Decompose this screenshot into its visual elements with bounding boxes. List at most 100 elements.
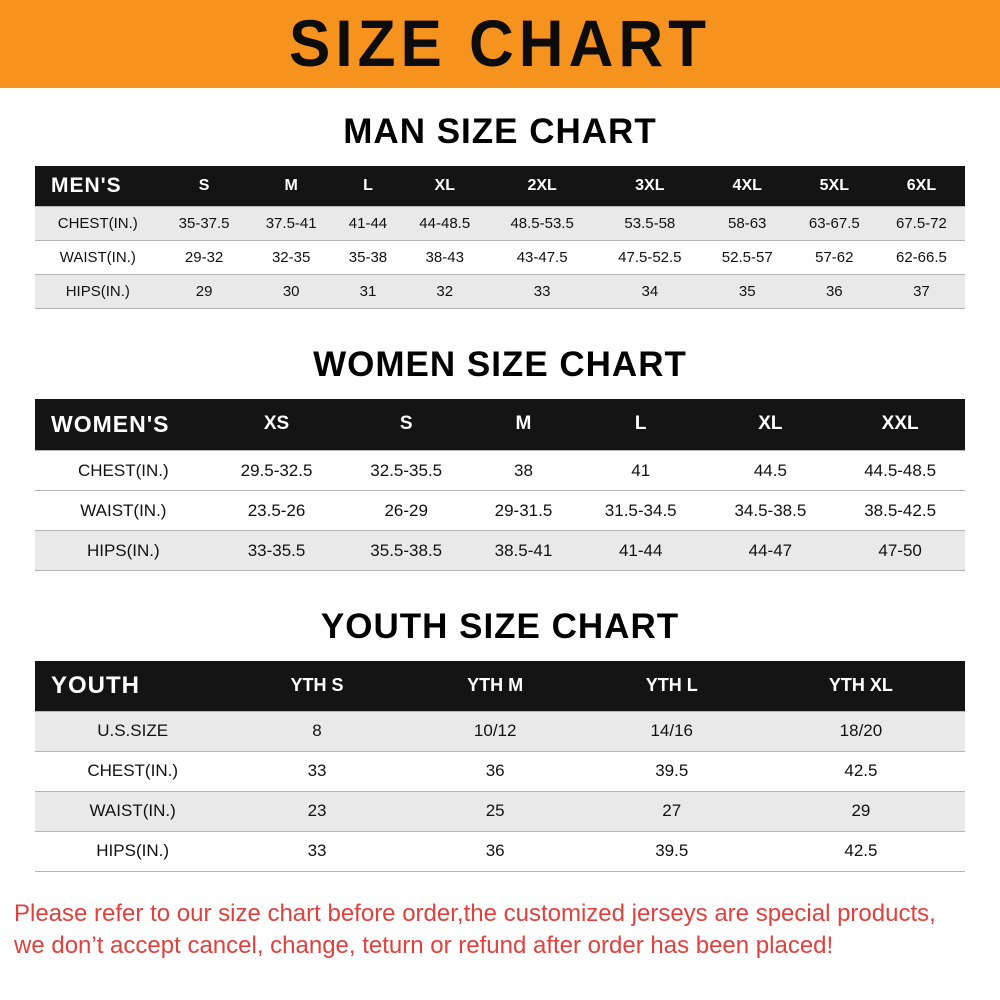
column-header: 5XL: [790, 166, 878, 206]
size-value: 38-43: [401, 239, 489, 274]
size-value: 35.5-38.5: [341, 530, 472, 571]
size-value: 58-63: [703, 205, 791, 240]
column-header: XL: [401, 166, 489, 206]
size-value: 39.5: [586, 750, 757, 791]
youth-section-heading: YOUTH SIZE CHART: [320, 607, 680, 646]
size-value: 42.5: [756, 750, 965, 791]
size-value: 57-62: [790, 239, 878, 274]
size-value: 39.5: [586, 830, 757, 871]
size-value: 44-48.5: [401, 205, 489, 240]
size-value: 38.5-41: [471, 530, 576, 571]
column-header: 3XL: [595, 166, 704, 206]
column-header: L: [575, 398, 706, 451]
row-label: CHEST(IN.): [35, 450, 212, 491]
column-header: YTH M: [403, 661, 587, 711]
column-header: XS: [211, 398, 342, 451]
men-header-row: MEN'S S M L XL 2XL 3XL 4XL 5XL 6XL: [35, 166, 965, 206]
column-header: YTH S: [230, 661, 404, 711]
size-value: 42.5: [756, 830, 965, 871]
table-row: U.S.SIZE 8 10/12 14/16 18/20: [35, 710, 965, 751]
size-value: 44.5: [705, 450, 836, 491]
men-corner-label: MEN'S: [35, 166, 161, 206]
size-value: 14/16: [586, 710, 757, 751]
size-value: 29: [160, 273, 248, 308]
size-value: 33: [230, 750, 404, 791]
size-value: 47-50: [835, 530, 965, 571]
size-value: 33: [488, 273, 596, 308]
title-banner: SIZE CHART: [0, 0, 1000, 88]
table-row: CHEST(IN.) 29.5-32.5 32.5-35.5 38 41 44.…: [35, 450, 965, 491]
size-value: 27: [586, 790, 757, 831]
table-row: WAIST(IN.) 23.5-26 26-29 29-31.5 31.5-34…: [35, 490, 965, 531]
row-label: HIPS(IN.): [35, 530, 212, 571]
size-value: 41-44: [575, 530, 706, 571]
youth-header-row: YOUTH YTH S YTH M YTH L YTH XL: [35, 661, 965, 711]
size-value: 52.5-57: [703, 239, 791, 274]
size-value: 63-67.5: [790, 205, 878, 240]
size-value: 38: [471, 450, 576, 491]
column-header: S: [341, 398, 472, 451]
row-label: CHEST(IN.): [35, 205, 161, 240]
women-header-row: WOMEN'S XS S M L XL XXL: [35, 398, 965, 451]
size-value: 33-35.5: [211, 530, 342, 571]
size-value: 36: [403, 750, 587, 791]
size-value: 67.5-72: [877, 205, 965, 240]
table-row: HIPS(IN.) 33 36 39.5 42.5: [35, 830, 965, 871]
women-size-table: WOMEN'S XS S M L XL XXL CHEST(IN.) 29.5-…: [35, 398, 965, 571]
size-value: 10/12: [403, 710, 587, 751]
size-value: 26-29: [341, 490, 472, 531]
size-value: 30: [247, 273, 335, 308]
column-header: 2XL: [488, 166, 596, 206]
column-header: 4XL: [703, 166, 791, 206]
size-value: 29-32: [160, 239, 248, 274]
size-value: 35-38: [334, 239, 402, 274]
size-value: 37: [877, 273, 965, 308]
size-value: 32.5-35.5: [341, 450, 472, 491]
size-value: 33: [230, 830, 404, 871]
size-value: 29: [756, 790, 965, 831]
men-section-heading: MAN SIZE CHART: [343, 112, 657, 151]
youth-size-section: YOUTH SIZE CHART YOUTH YTH S YTH M YTH L…: [0, 607, 1000, 872]
size-value: 34.5-38.5: [705, 490, 836, 531]
size-value: 43-47.5: [488, 239, 596, 274]
size-value: 32: [401, 273, 489, 308]
column-header: YTH L: [586, 661, 757, 711]
column-header: L: [334, 166, 402, 206]
size-value: 25: [403, 790, 587, 831]
size-value: 53.5-58: [595, 205, 704, 240]
size-value: 29.5-32.5: [211, 450, 342, 491]
size-value: 35: [703, 273, 791, 308]
footer-note-line1: Please refer to our size chart before or…: [14, 899, 936, 927]
column-header: S: [160, 166, 248, 206]
size-value: 38.5-42.5: [835, 490, 965, 531]
table-row: WAIST(IN.) 23 25 27 29: [35, 790, 965, 831]
table-row: HIPS(IN.) 29 30 31 32 33 34 35 36 37: [35, 273, 965, 308]
size-value: 29-31.5: [471, 490, 576, 531]
size-value: 23.5-26: [211, 490, 342, 531]
column-header: XXL: [835, 398, 965, 451]
size-value: 37.5-41: [247, 205, 335, 240]
size-value: 31.5-34.5: [575, 490, 706, 531]
size-value: 47.5-52.5: [595, 239, 704, 274]
size-value: 8: [230, 710, 404, 751]
footer-note-line2: we don’t accept cancel, change, teturn o…: [14, 931, 834, 959]
row-label: U.S.SIZE: [35, 710, 231, 751]
men-size-section: MAN SIZE CHART MEN'S S M L XL 2XL 3XL 4X…: [0, 112, 1000, 309]
youth-size-table: YOUTH YTH S YTH M YTH L YTH XL U.S.SIZE …: [35, 661, 965, 872]
size-value: 23: [230, 790, 404, 831]
size-value: 36: [403, 830, 587, 871]
column-header: YTH XL: [756, 661, 965, 711]
size-value: 48.5-53.5: [488, 205, 596, 240]
size-value: 41: [575, 450, 706, 491]
page-title: SIZE CHART: [289, 7, 711, 81]
size-value: 44-47: [705, 530, 836, 571]
women-section-heading: WOMEN SIZE CHART: [313, 344, 687, 384]
column-header: 6XL: [877, 166, 965, 206]
size-value: 31: [334, 273, 402, 308]
size-value: 34: [595, 273, 704, 308]
row-label: WAIST(IN.): [35, 239, 161, 274]
size-value: 44.5-48.5: [835, 450, 965, 491]
footer-note: Please refer to our size chart before or…: [14, 898, 988, 963]
size-value: 36: [790, 273, 878, 308]
table-row: HIPS(IN.) 33-35.5 35.5-38.5 38.5-41 41-4…: [35, 530, 965, 571]
